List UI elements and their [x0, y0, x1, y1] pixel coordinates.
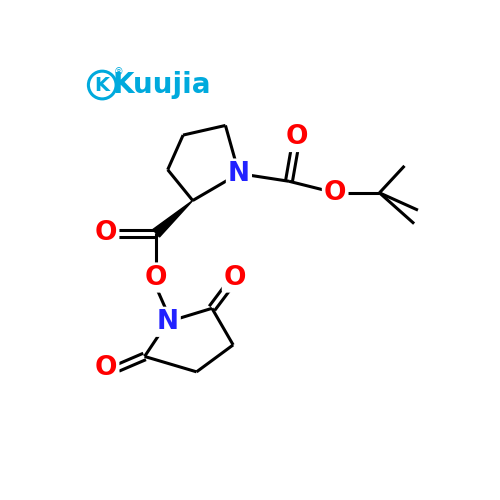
- Text: O: O: [286, 124, 308, 150]
- Text: K: K: [95, 76, 110, 94]
- Text: O: O: [95, 355, 118, 381]
- Text: Kuujia: Kuujia: [112, 71, 211, 99]
- Text: O: O: [95, 220, 118, 246]
- Text: N: N: [156, 309, 178, 335]
- Text: N: N: [228, 160, 250, 186]
- Text: ®: ®: [114, 68, 124, 78]
- Text: O: O: [224, 264, 246, 290]
- Polygon shape: [153, 200, 192, 237]
- Text: O: O: [145, 264, 168, 290]
- Text: O: O: [324, 180, 346, 206]
